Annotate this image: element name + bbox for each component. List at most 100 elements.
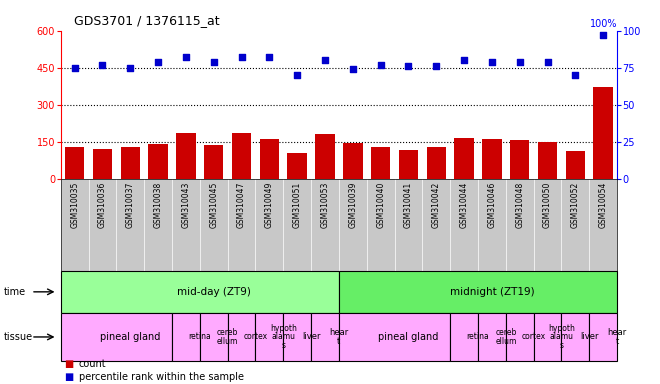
Text: hear
t: hear t (607, 328, 627, 346)
Bar (283, 313, 311, 361)
Bar (454, 138, 474, 179)
Text: GSM310037: GSM310037 (126, 181, 135, 228)
Point (459, 57, 469, 63)
Bar (371, 147, 390, 179)
Text: GDS3701 / 1376115_at: GDS3701 / 1376115_at (74, 14, 220, 27)
Bar (176, 133, 195, 179)
Text: mid-day (ZT9): mid-day (ZT9) (177, 287, 251, 297)
Bar (315, 134, 335, 179)
Bar (482, 139, 502, 179)
Bar (311, 313, 339, 361)
Text: midnight (ZT19): midnight (ZT19) (449, 287, 534, 297)
Text: hypoth
alamu
s: hypoth alamu s (270, 324, 297, 350)
Point (543, 59, 553, 65)
Bar (506, 313, 534, 361)
Point (181, 54, 191, 60)
Point (431, 63, 442, 69)
Text: pineal gland: pineal gland (100, 332, 160, 342)
Text: GSM310051: GSM310051 (292, 181, 302, 228)
Text: count: count (79, 359, 106, 369)
Point (376, 62, 386, 68)
Bar (562, 313, 589, 361)
Point (69, 65, 80, 71)
Bar (589, 313, 617, 361)
Text: GSM310043: GSM310043 (182, 181, 190, 228)
Bar (148, 144, 168, 179)
Point (209, 59, 219, 65)
Text: retina: retina (467, 333, 489, 341)
Point (319, 57, 330, 63)
Point (97, 62, 108, 68)
Bar (478, 313, 506, 361)
Text: GSM310046: GSM310046 (488, 181, 496, 228)
Text: GSM310036: GSM310036 (98, 181, 107, 228)
Bar (288, 153, 307, 179)
Text: GSM310044: GSM310044 (459, 181, 469, 228)
Text: pineal gland: pineal gland (378, 332, 439, 342)
Bar (510, 141, 529, 179)
Text: retina: retina (189, 333, 211, 341)
Text: hypoth
alamu
s: hypoth alamu s (548, 324, 575, 350)
Bar (232, 133, 251, 179)
Point (153, 59, 164, 65)
Text: hear
t: hear t (329, 328, 348, 346)
Point (264, 54, 275, 60)
Text: GSM310050: GSM310050 (543, 181, 552, 228)
Point (514, 59, 525, 65)
Bar (121, 147, 140, 179)
Bar (200, 313, 228, 361)
Point (125, 65, 135, 71)
Text: GSM310047: GSM310047 (237, 181, 246, 228)
Point (292, 72, 302, 78)
Text: liver: liver (580, 333, 599, 341)
Bar (61, 313, 172, 361)
Bar (538, 142, 557, 179)
Text: GSM310035: GSM310035 (70, 181, 79, 228)
Bar (399, 150, 418, 179)
Point (598, 32, 609, 38)
Text: GSM310049: GSM310049 (265, 181, 274, 228)
Bar (343, 143, 362, 179)
Point (348, 66, 358, 72)
Point (403, 63, 414, 69)
Point (236, 54, 247, 60)
Text: GSM310048: GSM310048 (515, 181, 524, 228)
Point (570, 72, 581, 78)
Bar (566, 151, 585, 179)
Bar (593, 88, 613, 179)
Bar (339, 313, 450, 361)
Bar (228, 313, 255, 361)
Bar (61, 271, 339, 313)
Text: GSM310041: GSM310041 (404, 181, 413, 228)
Text: GSM310040: GSM310040 (376, 181, 385, 228)
Text: GSM310054: GSM310054 (599, 181, 608, 228)
Text: GSM310039: GSM310039 (348, 181, 357, 228)
Text: cereb
ellum: cereb ellum (495, 328, 517, 346)
Text: cortex: cortex (244, 333, 267, 341)
Text: GSM310053: GSM310053 (321, 181, 329, 228)
Text: GSM310052: GSM310052 (571, 181, 580, 228)
Text: GSM310045: GSM310045 (209, 181, 218, 228)
Bar (172, 313, 200, 361)
Text: liver: liver (302, 333, 320, 341)
Text: percentile rank within the sample: percentile rank within the sample (79, 372, 244, 382)
Bar (339, 271, 617, 313)
Text: time: time (3, 287, 26, 297)
Bar (204, 145, 224, 179)
Text: cortex: cortex (521, 333, 546, 341)
Text: GSM310038: GSM310038 (154, 181, 162, 228)
Text: ■: ■ (64, 359, 73, 369)
Bar (426, 147, 446, 179)
Text: GSM310042: GSM310042 (432, 181, 441, 228)
Bar (450, 313, 478, 361)
Bar (92, 149, 112, 179)
Text: 100%: 100% (589, 19, 617, 29)
Bar (65, 147, 84, 179)
Bar (534, 313, 562, 361)
Text: cereb
ellum: cereb ellum (217, 328, 238, 346)
Text: ■: ■ (64, 372, 73, 382)
Text: tissue: tissue (3, 332, 32, 342)
Bar (255, 313, 283, 361)
Point (486, 59, 497, 65)
Bar (259, 139, 279, 179)
